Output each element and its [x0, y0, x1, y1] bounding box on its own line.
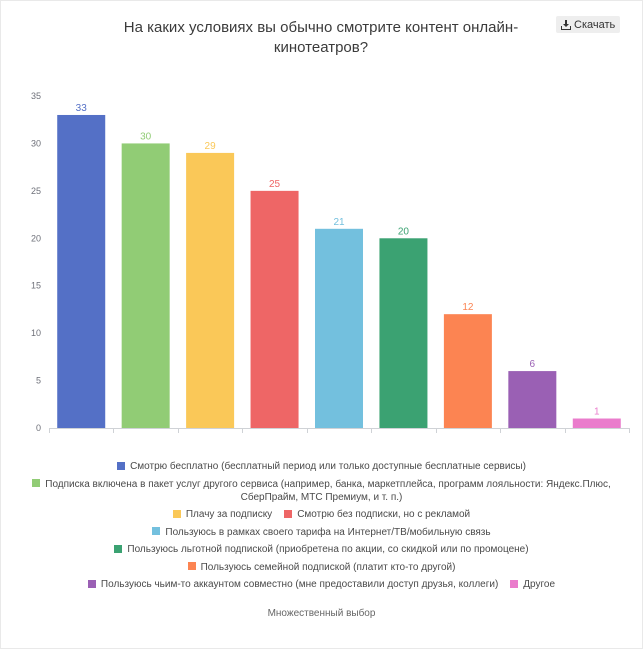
bar-value-label-4: 25	[269, 179, 281, 190]
legend-label: Пользуюсь в рамках своего тарифа на Инте…	[165, 526, 491, 538]
bar-value-label-2: 30	[140, 131, 152, 142]
download-button-label: Скачать	[574, 18, 616, 31]
legend-swatch	[117, 461, 126, 470]
bar-7[interactable]	[443, 314, 492, 428]
legend-label: Смотрю бесплатно (бесплатный период или …	[130, 461, 526, 472]
bar-chart: 0 5 10 15 20 25 30 35 33 30 29 25 21 20 12 6 1	[31, 91, 630, 433]
legend-label: Другое	[523, 579, 556, 590]
y-axis-tick-label: 5	[36, 376, 41, 386]
legend-item-1[interactable]: Смотрю бесплатно (бесплатный период или …	[117, 461, 526, 472]
legend-row: Пользуюсь семейной подпиской (платит кто…	[16, 561, 627, 574]
legend-label: Пользуюсь льготной подпиской (приобретен…	[127, 544, 529, 555]
legend-item-7[interactable]: Пользуюсь семейной подпиской (платит кто…	[187, 561, 456, 573]
bar-6[interactable]	[379, 238, 428, 428]
legend-swatch	[114, 544, 123, 553]
download-button[interactable]: Скачать	[556, 16, 621, 33]
legend-swatch	[187, 562, 196, 570]
legend-label: Плачу за подписку	[185, 509, 273, 520]
legend-item-5[interactable]: Пользуюсь в рамках своего тарифа на Инте…	[152, 526, 491, 538]
y-axis-tick-label: 30	[31, 138, 41, 148]
bar-8[interactable]	[508, 371, 557, 428]
bar-value-label-1: 33	[76, 103, 88, 114]
y-axis-tick-label: 10	[31, 328, 41, 338]
question-type-note: Множественный выбор	[267, 608, 376, 619]
legend-label: Подписка включена в пакет услуг другого …	[45, 478, 611, 503]
bar-1[interactable]	[57, 114, 106, 428]
chart-legend: Смотрю бесплатно (бесплатный период или …	[16, 460, 627, 596]
legend-swatch	[172, 509, 181, 518]
bar-4[interactable]	[250, 190, 299, 428]
legend-swatch	[87, 579, 96, 588]
legend-row: Пользуюсь льготной подпиской (приобретен…	[16, 543, 627, 556]
legend-row: Плачу за подписку Смотрю без подписки, но…	[16, 508, 627, 521]
legend-label: Пользуюсь чьим-то аккаунтом совместно (м…	[100, 579, 499, 590]
legend-row: Пользуюсь чьим-то аккаунтом совместно (м…	[16, 578, 627, 591]
legend-item-4[interactable]: Смотрю без подписки, но с рекламой	[284, 509, 470, 520]
legend-item-9[interactable]: Другое	[510, 579, 555, 590]
bar-value-label-6: 20	[398, 226, 410, 237]
bar-value-label-9: 1	[594, 407, 600, 418]
bar-9[interactable]	[572, 418, 621, 428]
y-axis-tick-label: 0	[36, 423, 41, 433]
chart-title: На каких условиях вы обычно смотрите кон…	[123, 19, 519, 56]
legend-row: Смотрю бесплатно (бесплатный период или …	[16, 460, 627, 473]
legend-item-2[interactable]: Подписка включена в пакет услуг другого …	[32, 479, 611, 503]
y-axis-tick-label: 15	[31, 281, 41, 291]
bar-2[interactable]	[121, 143, 170, 428]
legend-item-3[interactable]: Плачу за подписку	[172, 509, 273, 520]
download-icon	[561, 19, 571, 30]
legend-swatch	[152, 527, 161, 535]
legend-swatch	[284, 509, 293, 518]
bar-value-label-3: 29	[205, 141, 217, 152]
bar-value-label-8: 6	[530, 359, 536, 370]
legend-swatch	[510, 579, 519, 588]
y-axis-tick-label: 35	[31, 91, 41, 101]
y-axis-tick-label: 25	[31, 186, 41, 196]
legend-row: Подписка включена в пакет услуг другого …	[16, 478, 627, 504]
legend-swatch	[32, 479, 41, 487]
y-axis-tick-label: 20	[31, 233, 41, 243]
legend-item-8[interactable]: Пользуюсь чьим-то аккаунтом совместно (м…	[87, 579, 499, 590]
legend-row: Пользуюсь в рамках своего тарифа на Инте…	[16, 526, 627, 539]
bar-5[interactable]	[315, 228, 363, 428]
legend-label: Пользуюсь семейной подпиской (платит кто…	[200, 561, 456, 573]
bar-3[interactable]	[186, 152, 235, 428]
legend-item-6[interactable]: Пользуюсь льготной подпиской (приобретен…	[114, 544, 529, 555]
bar-value-label-5: 21	[333, 217, 345, 228]
bar-value-label-7: 12	[462, 302, 474, 313]
legend-label: Смотрю без подписки, но с рекламой	[297, 509, 471, 520]
